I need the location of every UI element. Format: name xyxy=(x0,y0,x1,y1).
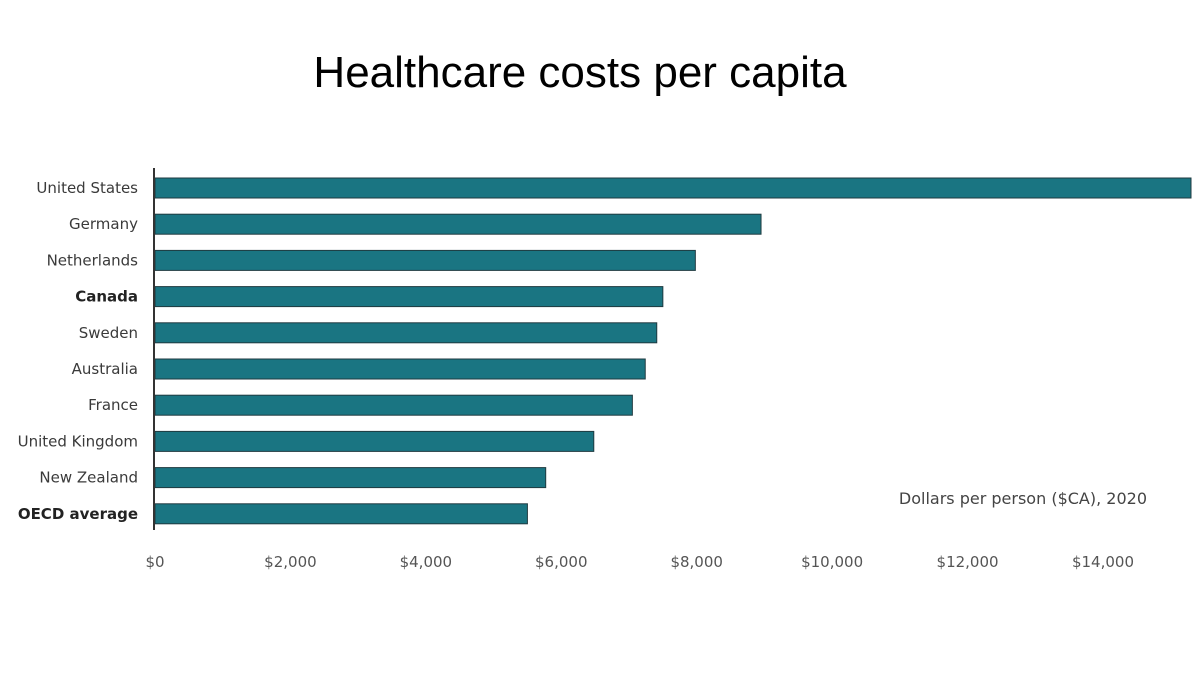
bar-oecd-average xyxy=(154,503,528,525)
category-labels-group: United States Germany Netherlands Canada Swe… xyxy=(18,179,139,523)
bars-group xyxy=(154,177,1192,525)
bar-united-kingdom xyxy=(154,430,595,452)
x-tick-label: $6,000 xyxy=(535,553,588,571)
bar-new-zealand xyxy=(154,467,547,489)
bar-canada xyxy=(154,286,664,308)
category-label-sweden: Sweden xyxy=(79,324,138,342)
x-tick-label: $0 xyxy=(145,553,164,571)
category-label-netherlands: Netherlands xyxy=(47,251,139,269)
x-tick-label: $14,000 xyxy=(1072,553,1134,571)
bar-united-states xyxy=(154,177,1192,199)
x-tick-label: $10,000 xyxy=(801,553,863,571)
category-label-france: France xyxy=(88,396,138,414)
chart-title: Healthcare costs per capita xyxy=(313,48,847,97)
category-label-united-states: United States xyxy=(36,179,138,197)
category-label-australia: Australia xyxy=(72,360,138,378)
x-axis-label: Dollars per person ($CA), 2020 xyxy=(899,489,1147,508)
x-tick-labels-group: $0 $2,000 $4,000 $6,000 $8,000 $10,000 $12,000… xyxy=(145,553,1134,571)
x-tick-label: $12,000 xyxy=(937,553,999,571)
bar-sweden xyxy=(154,322,658,344)
category-label-oecd-average: OECD average xyxy=(18,505,138,523)
category-label-united-kingdom: United Kingdom xyxy=(18,432,138,450)
category-label-germany: Germany xyxy=(69,215,138,233)
category-label-canada: Canada xyxy=(75,288,138,306)
bar-france xyxy=(154,394,633,416)
bar-germany xyxy=(154,213,762,235)
x-tick-label: $4,000 xyxy=(400,553,453,571)
category-label-new-zealand: New Zealand xyxy=(39,469,138,487)
x-tick-label: $8,000 xyxy=(670,553,723,571)
x-tick-label: $2,000 xyxy=(264,553,317,571)
bar-australia xyxy=(154,358,646,380)
bar-netherlands xyxy=(154,249,696,271)
